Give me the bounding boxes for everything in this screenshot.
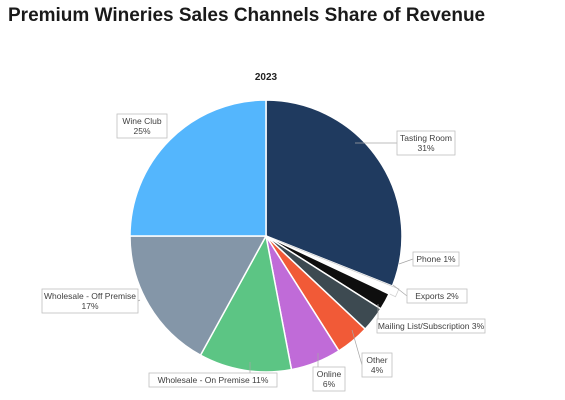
data-label-box-mailing-list-subscription [376, 318, 486, 334]
pie-slice-tasting-room [265, 99, 403, 288]
pie-slices [129, 99, 403, 373]
data-label-value-other: 4% [371, 365, 384, 375]
data-label-value-online: 6% [323, 379, 336, 389]
data-label-box-exports [406, 288, 468, 304]
leader-line-other [351, 329, 363, 366]
data-label-value-tasting-room: 31% [417, 143, 434, 153]
data-label-box-online [312, 366, 346, 392]
data-label-value-wholesale-off-premise: 17% [81, 301, 98, 311]
page-title: Premium Wineries Sales Channels Share of… [8, 5, 486, 26]
data-label-box-wine-club [116, 113, 168, 139]
data-label-name-online: Online [317, 369, 342, 379]
data-label-box-wholesale-off-premise [41, 288, 139, 314]
data-label-box-tasting-room [396, 130, 456, 156]
data-label-name-other: Other [366, 355, 387, 365]
data-label-mailing-list-subscription: Mailing List/Subscription 3% [378, 321, 485, 331]
data-label-box-other [361, 352, 393, 378]
data-label-box-phone [412, 251, 460, 267]
data-label-name-tasting-room: Tasting Room [400, 133, 452, 143]
data-label-name-wholesale-off-premise: Wholesale - Off Premise [44, 291, 136, 301]
pie-slice-wholesale-on-premise [199, 233, 293, 373]
leader-line-phone [398, 258, 414, 265]
leader-line-exports [392, 284, 408, 297]
data-label-value-wine-club: 25% [133, 126, 150, 136]
pie-slice-wholesale-off-premise [129, 235, 268, 357]
pie-slice-wine-club [129, 99, 267, 237]
data-label-name-wine-club: Wine Club [122, 116, 161, 126]
chart-subtitle: 2023 [255, 72, 278, 83]
data-label-wholesale-on-premise: Wholesale - On Premise 11% [158, 375, 269, 385]
data-label-exports: Exports 2% [415, 291, 459, 301]
data-label-phone: Phone 1% [416, 254, 456, 264]
data-label-box-wholesale-on-premise [148, 372, 278, 388]
